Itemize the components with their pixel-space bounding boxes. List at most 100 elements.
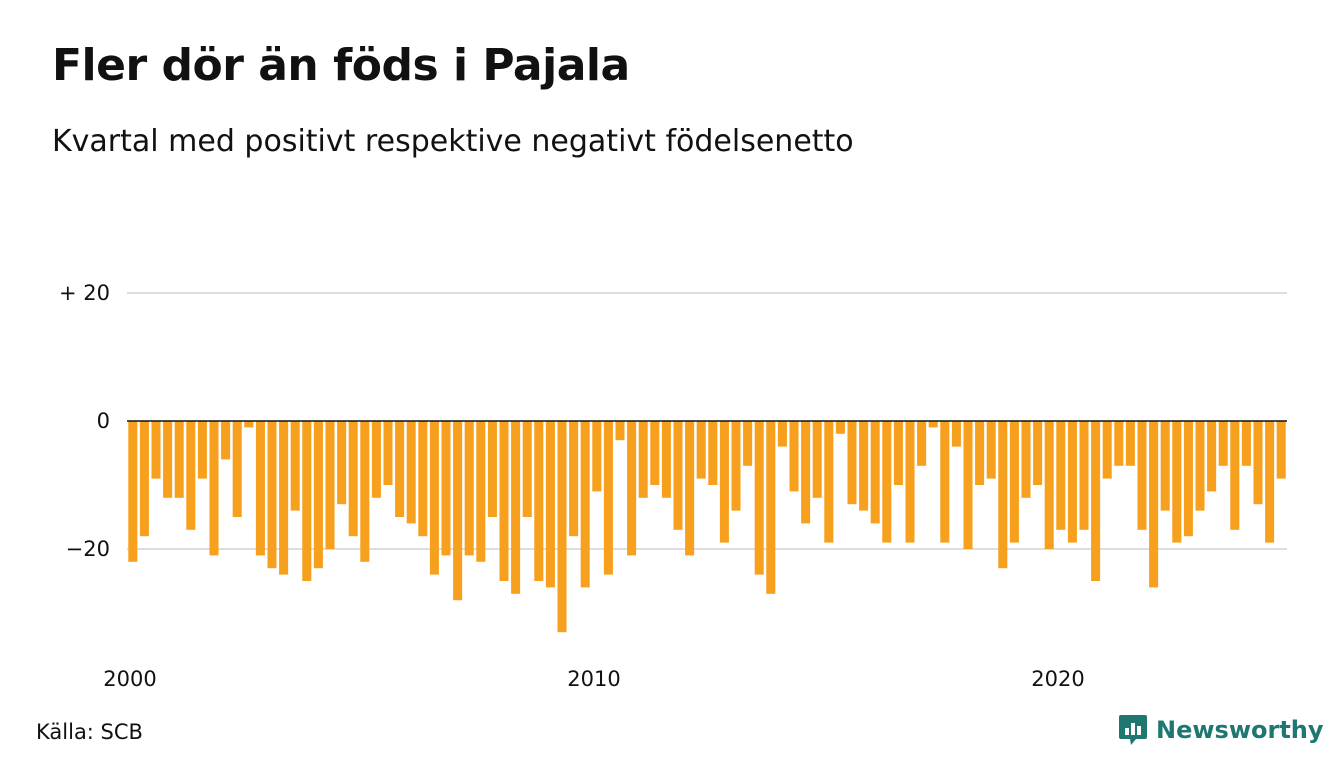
bar <box>859 421 869 511</box>
bar <box>1265 421 1275 543</box>
bar <box>151 421 161 479</box>
bar <box>1044 421 1054 549</box>
bar <box>395 421 405 517</box>
bar <box>1230 421 1240 530</box>
bar <box>824 421 834 543</box>
bar <box>998 421 1008 569</box>
bar <box>777 421 787 447</box>
bar <box>255 421 265 556</box>
bar <box>429 421 439 575</box>
bar <box>719 421 729 543</box>
bar <box>1183 421 1193 537</box>
bar <box>279 421 289 575</box>
bar <box>1149 421 1159 588</box>
x-tick-label: 2000 <box>103 667 156 691</box>
bar <box>174 421 184 498</box>
bar <box>569 421 579 537</box>
bar <box>638 421 648 498</box>
bar <box>1207 421 1217 492</box>
bar <box>163 421 173 498</box>
bar <box>1114 421 1124 466</box>
bar <box>313 421 323 569</box>
bar <box>1172 421 1182 543</box>
bar <box>696 421 706 479</box>
bar <box>975 421 985 485</box>
bar <box>487 421 497 517</box>
x-tick-label: 2010 <box>567 667 620 691</box>
chart-subtitle: Kvartal med positivt respektive negativt… <box>52 124 854 159</box>
bar <box>1253 421 1263 505</box>
bar <box>545 421 555 588</box>
bar <box>615 421 625 441</box>
bar <box>847 421 857 505</box>
bar <box>905 421 915 543</box>
bar <box>1160 421 1170 511</box>
bar <box>650 421 660 485</box>
bar <box>139 421 149 537</box>
bar <box>371 421 381 498</box>
y-axis-ticks: + 20 0 −20 <box>59 281 110 561</box>
bar <box>406 421 416 524</box>
bar <box>1056 421 1066 530</box>
x-axis-ticks: 2000 2010 2020 <box>103 667 1084 691</box>
bar <box>1241 421 1251 466</box>
bar <box>1067 421 1077 543</box>
bar <box>661 421 671 498</box>
bar <box>801 421 811 524</box>
bar <box>1079 421 1089 530</box>
y-tick-label: 0 <box>97 409 110 433</box>
bar <box>870 421 880 524</box>
bar <box>209 421 219 556</box>
bar <box>1218 421 1228 466</box>
bar <box>963 421 973 549</box>
bar <box>789 421 799 492</box>
bar <box>348 421 358 537</box>
bar <box>812 421 822 498</box>
brand-logo: Newsworthy <box>1118 713 1324 747</box>
bar <box>1137 421 1147 530</box>
bar <box>1276 421 1286 479</box>
bar <box>360 421 370 562</box>
bar <box>835 421 845 434</box>
bar <box>186 421 196 530</box>
x-tick-label: 2020 <box>1031 667 1084 691</box>
bar <box>1125 421 1135 466</box>
bar <box>743 421 753 466</box>
bar <box>685 421 695 556</box>
brand-name: Newsworthy <box>1156 716 1324 744</box>
bar <box>302 421 312 581</box>
bar <box>580 421 590 588</box>
bar <box>766 421 776 594</box>
bar <box>534 421 544 581</box>
bar <box>197 421 207 479</box>
bar <box>464 421 474 556</box>
bar <box>731 421 741 511</box>
bar <box>708 421 718 485</box>
bar <box>557 421 567 633</box>
bar <box>928 421 938 428</box>
bar <box>418 421 428 537</box>
y-tick-label: + 20 <box>59 281 110 305</box>
bar <box>453 421 463 601</box>
bar <box>917 421 927 466</box>
bar <box>986 421 996 479</box>
bar <box>882 421 892 543</box>
bar <box>754 421 764 575</box>
bar <box>232 421 242 517</box>
bars <box>128 421 1286 633</box>
bar <box>673 421 683 530</box>
bar <box>511 421 521 594</box>
bar <box>290 421 300 511</box>
bar <box>244 421 254 428</box>
bar <box>1102 421 1112 479</box>
bar <box>1033 421 1043 485</box>
y-tick-label: −20 <box>66 537 110 561</box>
bar <box>627 421 637 556</box>
bar <box>441 421 451 556</box>
bar <box>1009 421 1019 543</box>
bar <box>1091 421 1101 581</box>
source-note: Källa: SCB <box>36 720 143 744</box>
bar <box>128 421 138 562</box>
bar <box>592 421 602 492</box>
